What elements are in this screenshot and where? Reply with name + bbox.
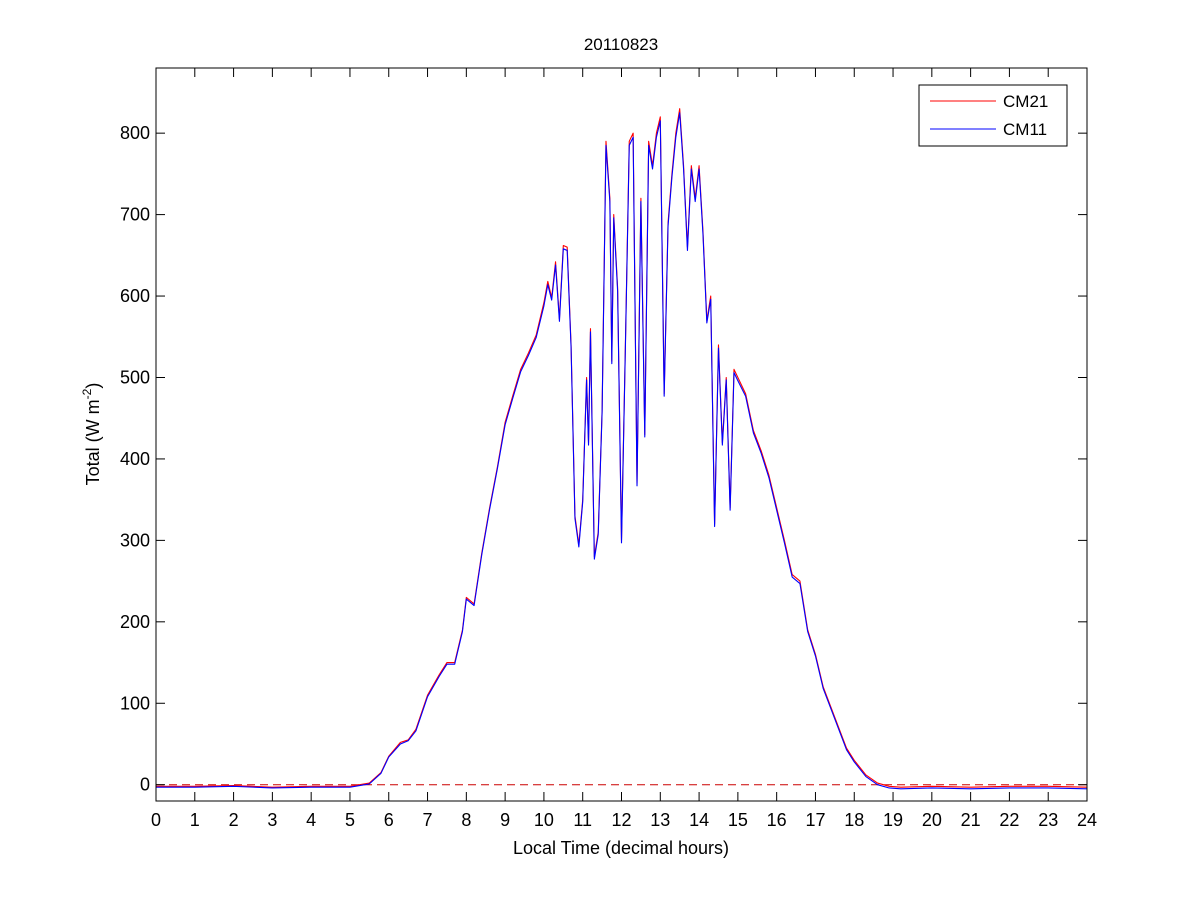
y-tick-label: 200	[120, 612, 150, 632]
x-tick-label: 22	[999, 810, 1019, 830]
x-tick-label: 2	[229, 810, 239, 830]
legend: CM21 CM11	[918, 84, 1068, 147]
x-axis-label: Local Time (decimal hours)	[513, 838, 729, 858]
x-tick-label: 21	[961, 810, 981, 830]
chart-title: 20110823	[584, 35, 658, 54]
plot-background	[156, 68, 1087, 801]
x-tick-label: 16	[767, 810, 787, 830]
y-tick-label: 600	[120, 286, 150, 306]
x-tick-label: 14	[689, 810, 709, 830]
x-tick-label: 17	[805, 810, 825, 830]
x-tick-label: 5	[345, 810, 355, 830]
x-tick-label: 19	[883, 810, 903, 830]
x-tick-label: 11	[573, 810, 592, 830]
series-layer	[156, 108, 1088, 790]
x-tick-label: 7	[423, 810, 433, 830]
y-axis-label-superscript: -2	[80, 388, 94, 399]
y-tick-label: 800	[120, 123, 150, 143]
x-tick-label: 3	[267, 810, 277, 830]
y-tick-label: 100	[120, 693, 150, 713]
y-axis-label-suffix: )	[83, 383, 103, 389]
ticks-layer: 0 1 2 3 4 5 6 7 8 9 10 11 12 13 14 15 16 17 18 19 20 21 22 23 24…	[120, 68, 1097, 830]
x-tick-label: 6	[384, 810, 394, 830]
y-tick-label: 700	[120, 205, 150, 225]
y-tick-label: 500	[120, 367, 150, 387]
y-tick-label: 0	[140, 775, 150, 795]
plot-area	[156, 68, 1087, 801]
x-tick-label: 12	[611, 810, 631, 830]
series-line-cm11	[156, 112, 1088, 790]
y-axis-label: Total (W m-2)	[80, 383, 103, 486]
legend-label-cm11: CM11	[1003, 120, 1047, 139]
x-tick-label: 13	[650, 810, 670, 830]
y-tick-label: 300	[120, 530, 150, 550]
legend-box	[918, 84, 1068, 147]
x-tick-label: 15	[728, 810, 748, 830]
x-tick-label: 24	[1077, 810, 1097, 830]
x-tick-label: 8	[461, 810, 471, 830]
x-tick-label: 9	[500, 810, 510, 830]
x-tick-label: 1	[190, 810, 200, 830]
legend-label-cm21: CM21	[1003, 92, 1048, 111]
x-tick-label: 4	[306, 810, 316, 830]
x-tick-label: 20	[922, 810, 942, 830]
y-tick-label: 400	[120, 449, 150, 469]
x-tick-label: 23	[1038, 810, 1058, 830]
x-tick-label: 18	[844, 810, 864, 830]
x-tick-label: 0	[151, 810, 161, 830]
y-axis-label-prefix: Total (W m	[83, 399, 103, 485]
x-tick-label: 10	[534, 810, 554, 830]
